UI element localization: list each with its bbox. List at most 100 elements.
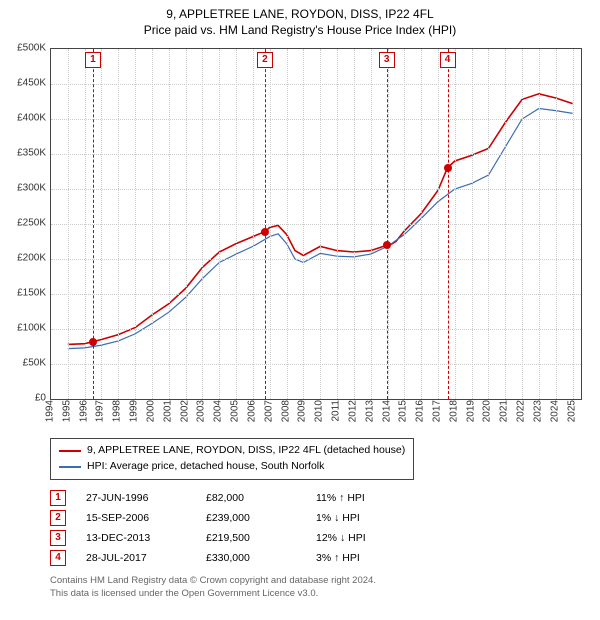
sale-dot: [444, 164, 452, 172]
sale-price: £82,000: [206, 492, 316, 504]
vgrid-line: [371, 49, 372, 399]
sale-dot: [261, 228, 269, 236]
legend-row-hpi: HPI: Average price, detached house, Sout…: [59, 459, 405, 475]
hgrid-line: [51, 294, 581, 295]
x-axis-label: 2019: [465, 400, 476, 422]
x-axis-label: 2010: [314, 400, 325, 422]
hgrid-line: [51, 189, 581, 190]
vgrid-line: [354, 49, 355, 399]
marker-line: [448, 49, 449, 399]
x-axis-label: 1996: [78, 400, 89, 422]
vgrid-line: [236, 49, 237, 399]
x-axis-label: 2004: [213, 400, 224, 422]
legend-label-hpi: HPI: Average price, detached house, Sout…: [87, 459, 324, 475]
sale-dot: [89, 338, 97, 346]
vgrid-line: [118, 49, 119, 399]
x-axis-label: 2014: [381, 400, 392, 422]
vgrid-line: [404, 49, 405, 399]
chart-container: 9, APPLETREE LANE, ROYDON, DISS, IP22 4F…: [0, 0, 600, 620]
y-axis-label: £350K: [2, 148, 46, 159]
vgrid-line: [505, 49, 506, 399]
sale-badge: 4: [50, 550, 66, 566]
vgrid-line: [438, 49, 439, 399]
marker-line: [265, 49, 266, 399]
x-axis-label: 2023: [532, 400, 543, 422]
vgrid-line: [539, 49, 540, 399]
x-axis-label: 2006: [246, 400, 257, 422]
y-axis-label: £450K: [2, 78, 46, 89]
y-axis-label: £50K: [2, 358, 46, 369]
footer-text: Contains HM Land Registry data © Crown c…: [50, 575, 376, 601]
vgrid-line: [152, 49, 153, 399]
chart-title-block: 9, APPLETREE LANE, ROYDON, DISS, IP22 4F…: [0, 0, 600, 38]
x-axis-label: 2001: [162, 400, 173, 422]
plot-area: [50, 48, 582, 400]
legend-row-property: 9, APPLETREE LANE, ROYDON, DISS, IP22 4F…: [59, 443, 405, 459]
x-axis-label: 2003: [196, 400, 207, 422]
legend-box: 9, APPLETREE LANE, ROYDON, DISS, IP22 4F…: [50, 438, 414, 480]
x-axis-label: 2021: [499, 400, 510, 422]
legend-swatch-hpi: [59, 466, 81, 468]
marker-badge: 2: [257, 52, 273, 68]
x-axis-label: 1999: [129, 400, 140, 422]
x-axis-label: 2018: [448, 400, 459, 422]
x-axis-label: 2015: [398, 400, 409, 422]
y-axis-label: £150K: [2, 288, 46, 299]
vgrid-line: [556, 49, 557, 399]
sale-table: 127-JUN-1996£82,00011% ↑ HPI215-SEP-2006…: [50, 488, 366, 568]
vgrid-line: [186, 49, 187, 399]
marker-badge: 3: [379, 52, 395, 68]
vgrid-line: [455, 49, 456, 399]
title-line-2: Price paid vs. HM Land Registry's House …: [0, 22, 600, 38]
y-axis-label: £250K: [2, 218, 46, 229]
vgrid-line: [421, 49, 422, 399]
x-axis-label: 2020: [482, 400, 493, 422]
hgrid-line: [51, 84, 581, 85]
sale-price: £239,000: [206, 512, 316, 524]
vgrid-line: [320, 49, 321, 399]
marker-line: [93, 49, 94, 399]
vgrid-line: [472, 49, 473, 399]
sale-row: 127-JUN-1996£82,00011% ↑ HPI: [50, 488, 366, 508]
vgrid-line: [287, 49, 288, 399]
x-axis-label: 2017: [431, 400, 442, 422]
vgrid-line: [573, 49, 574, 399]
sale-row: 313-DEC-2013£219,50012% ↓ HPI: [50, 528, 366, 548]
sale-date: 15-SEP-2006: [86, 512, 206, 524]
vgrid-line: [337, 49, 338, 399]
sale-badge: 1: [50, 490, 66, 506]
sale-diff: 3% ↑ HPI: [316, 552, 360, 564]
x-axis-label: 2007: [263, 400, 274, 422]
vgrid-line: [101, 49, 102, 399]
sale-badge: 2: [50, 510, 66, 526]
y-axis-label: £0: [2, 393, 46, 404]
x-axis-label: 1995: [61, 400, 72, 422]
hgrid-line: [51, 154, 581, 155]
x-axis-label: 2000: [145, 400, 156, 422]
sale-date: 27-JUN-1996: [86, 492, 206, 504]
x-axis-label: 1994: [45, 400, 56, 422]
x-axis-label: 2022: [516, 400, 527, 422]
x-axis-label: 2016: [415, 400, 426, 422]
y-axis-label: £200K: [2, 253, 46, 264]
sale-date: 13-DEC-2013: [86, 532, 206, 544]
vgrid-line: [270, 49, 271, 399]
x-axis-label: 2005: [230, 400, 241, 422]
x-axis-label: 1997: [95, 400, 106, 422]
sale-price: £219,500: [206, 532, 316, 544]
y-axis-label: £300K: [2, 183, 46, 194]
x-axis-label: 2013: [364, 400, 375, 422]
vgrid-line: [68, 49, 69, 399]
vgrid-line: [522, 49, 523, 399]
x-axis-label: 1998: [112, 400, 123, 422]
sale-price: £330,000: [206, 552, 316, 564]
sale-dot: [383, 241, 391, 249]
hgrid-line: [51, 329, 581, 330]
marker-badge: 1: [85, 52, 101, 68]
legend-label-property: 9, APPLETREE LANE, ROYDON, DISS, IP22 4F…: [87, 443, 405, 459]
vgrid-line: [488, 49, 489, 399]
hgrid-line: [51, 259, 581, 260]
hgrid-line: [51, 364, 581, 365]
sale-row: 215-SEP-2006£239,0001% ↓ HPI: [50, 508, 366, 528]
title-line-1: 9, APPLETREE LANE, ROYDON, DISS, IP22 4F…: [0, 6, 600, 22]
